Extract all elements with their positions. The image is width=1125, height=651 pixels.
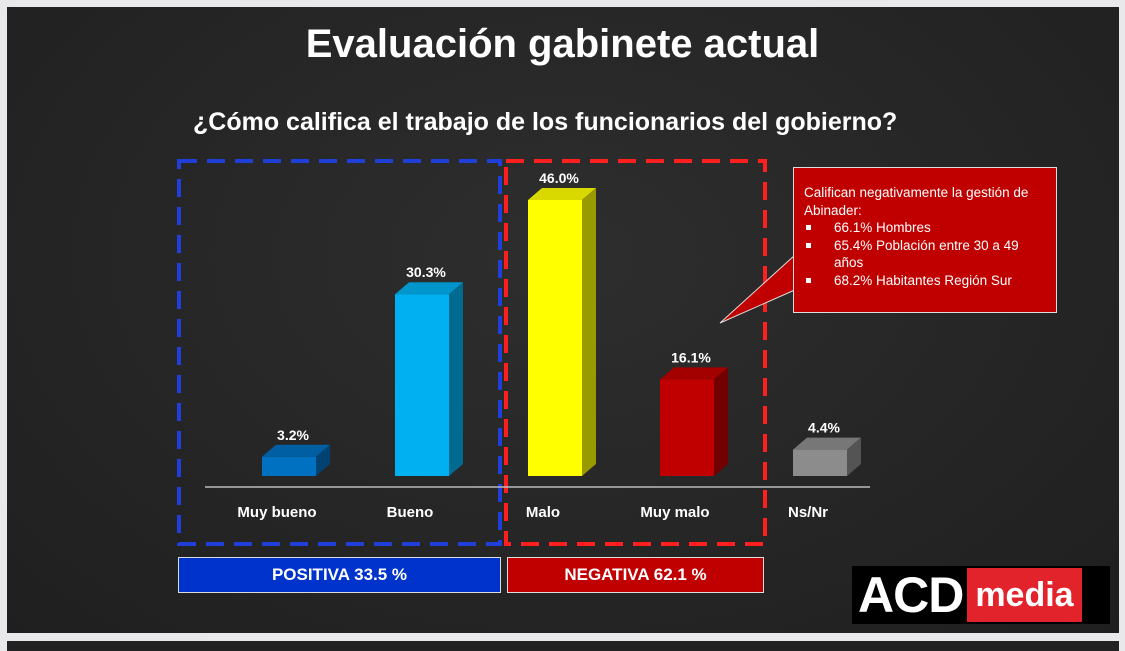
- acd-media-logo: ACD media: [852, 566, 1110, 624]
- category-label: Ns/Nr: [788, 504, 828, 521]
- category-label: Muy bueno: [237, 504, 316, 521]
- slide-subtitle: ¿Cómo califica el trabajo de los funcion…: [193, 108, 898, 136]
- slide-title: Evaluación gabinete actual: [305, 22, 820, 66]
- callout-item: 68.2% Habitantes Región Sur: [804, 272, 1046, 290]
- bar-side: [582, 188, 596, 476]
- bar-side: [449, 282, 463, 476]
- bar: [395, 294, 449, 476]
- data-label: 46.0%: [539, 170, 579, 186]
- bar-side: [714, 367, 728, 476]
- data-label: 30.3%: [406, 264, 446, 280]
- bar: [660, 379, 714, 476]
- bar-top: [395, 282, 463, 295]
- bar: [262, 456, 316, 476]
- data-label: 16.1%: [671, 349, 711, 365]
- bar: [528, 200, 582, 476]
- callout-box: Califican negativamente la gestión de Ab…: [793, 167, 1057, 313]
- logo-media: media: [967, 568, 1082, 622]
- negative-group-box: [504, 159, 767, 546]
- data-label: 4.4%: [808, 420, 840, 436]
- bar-side: [316, 444, 330, 476]
- next-slide-edge: [7, 641, 1119, 651]
- negative-summary: NEGATIVA 62.1 %: [507, 557, 764, 593]
- bar-top: [793, 437, 861, 450]
- logo-acd: ACD: [858, 567, 964, 623]
- bar-top: [262, 444, 330, 457]
- category-label: Bueno: [387, 504, 434, 521]
- callout-intro: Califican negativamente la gestión de Ab…: [804, 185, 1029, 218]
- bar-side: [847, 437, 861, 476]
- category-label: Malo: [526, 504, 560, 521]
- bar-top: [528, 188, 596, 200]
- bar-top: [660, 367, 728, 380]
- positive-summary: POSITIVA 33.5 %: [178, 557, 501, 593]
- category-label: Muy malo: [640, 504, 709, 521]
- callout-item: 65.4% Población entre 30 a 49 años: [804, 237, 1046, 272]
- data-label: 3.2%: [277, 427, 309, 443]
- bar: [793, 449, 847, 476]
- positive-group-box: [177, 159, 502, 546]
- callout-item: 66.1% Hombres: [804, 219, 1046, 237]
